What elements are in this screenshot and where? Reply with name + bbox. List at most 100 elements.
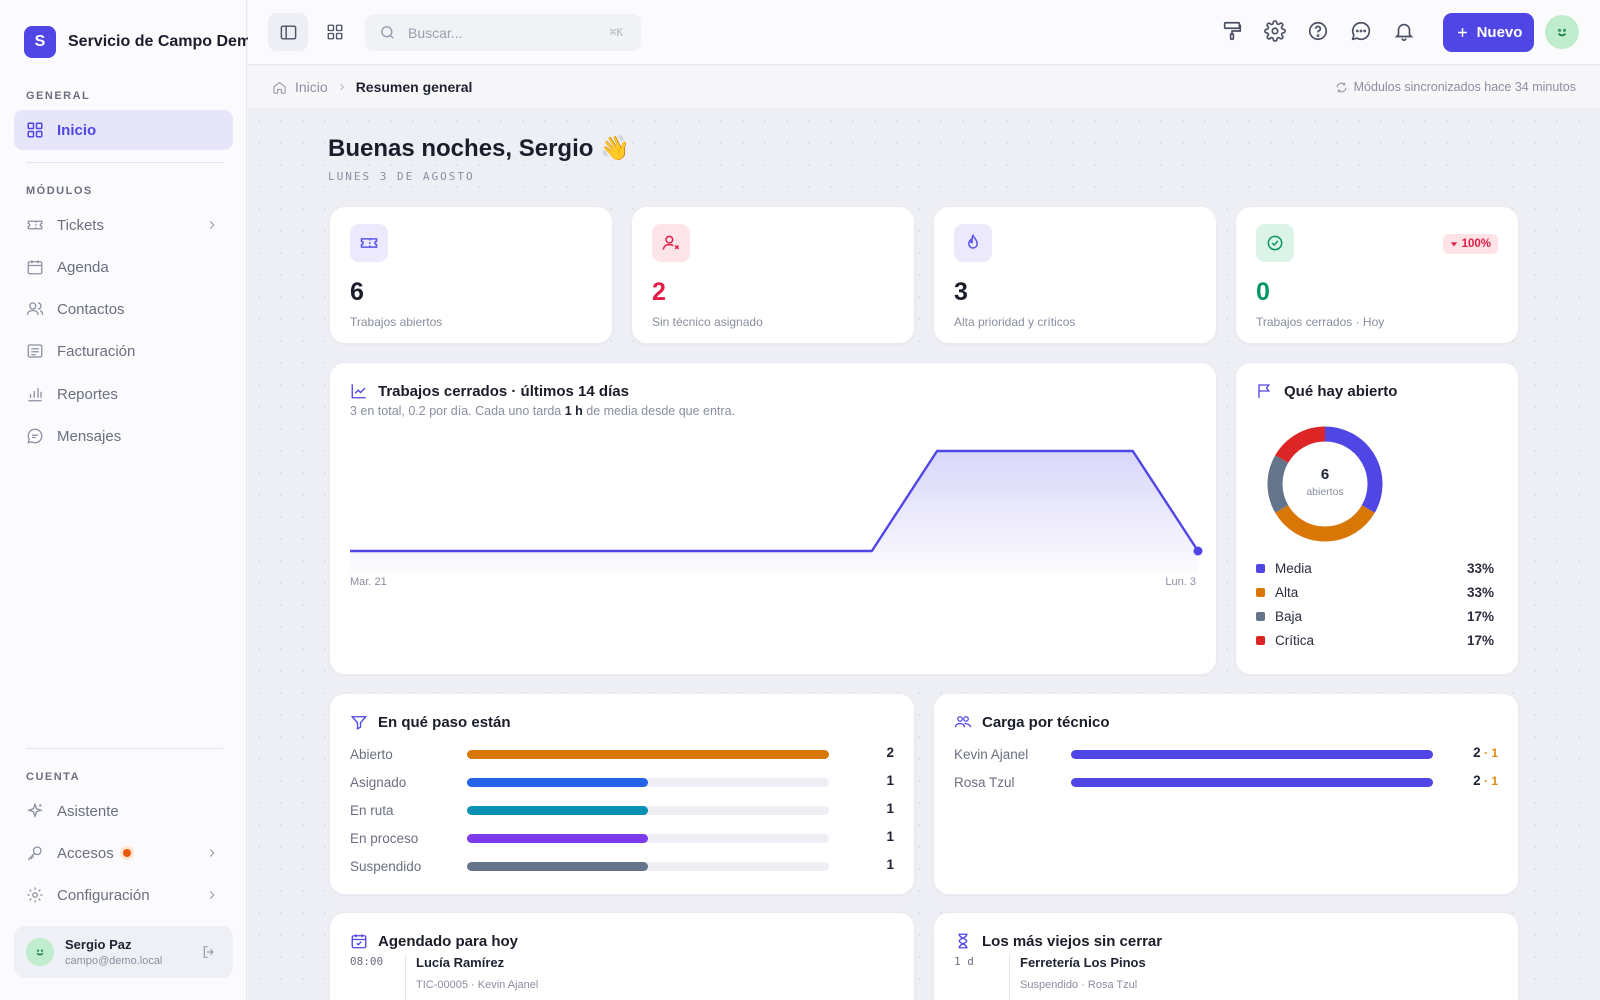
sidebar-item-accesos[interactable]: Accesos [14, 833, 233, 873]
user-name: Sergio Paz [65, 937, 132, 952]
paint-roller-icon[interactable] [1221, 20, 1243, 42]
sidebar-item-reportes[interactable]: Reportes [14, 374, 233, 414]
divider [26, 748, 223, 749]
donut-slice[interactable] [1324, 426, 1383, 513]
user-card[interactable]: Sergio Paz campo@demo.local [14, 926, 233, 978]
area-fill [350, 451, 1198, 573]
apps-button[interactable] [315, 13, 355, 51]
search-shortcut: ⌘K [609, 26, 623, 39]
schedule-subtitle: TIC-00005 · Kevin Ajanel [416, 979, 539, 991]
card-title-text: Agendado para hoy [378, 932, 519, 950]
search-box[interactable]: ⌘K [365, 14, 641, 51]
bar-label: Rosa Tzul [954, 774, 1015, 790]
stat-icon-bg [954, 224, 992, 262]
oldest-title[interactable]: Ferretería Los Pinos [1020, 955, 1146, 970]
donut-chart [1267, 426, 1383, 542]
sparkle-icon [26, 802, 44, 819]
card-title-text: Trabajos cerrados · últimos 14 días [378, 382, 629, 400]
stat-value: 0 [1256, 278, 1270, 306]
stat-label: Alta prioridad y críticos [954, 315, 1076, 329]
donut-slice[interactable] [1275, 504, 1375, 542]
legend-label: Crítica [1275, 633, 1315, 648]
breadcrumb-home[interactable]: Inicio [295, 79, 328, 95]
sidebar-item-facturacion[interactable]: Facturación [14, 331, 233, 371]
card-title: En qué paso están [350, 713, 511, 731]
data-point [1193, 546, 1203, 556]
sidebar-item-tickets[interactable]: Tickets [14, 205, 233, 245]
stat-card-priority[interactable]: 3 Alta prioridad y críticos [933, 206, 1217, 344]
brand-name: Servicio de Campo Demo [68, 33, 261, 50]
sync-status: Módulos sincronizados hace 34 minutos [1335, 80, 1576, 94]
bell-icon[interactable] [1393, 20, 1415, 42]
calendar-icon [27, 260, 43, 275]
logout-icon[interactable] [201, 944, 217, 960]
bar-label: Abierto [350, 746, 393, 762]
plus-icon [1457, 28, 1467, 37]
bar-track [1071, 750, 1433, 759]
sidebar-item-contactos[interactable]: Contactos [14, 289, 233, 329]
user-email: campo@demo.local [65, 955, 163, 967]
sidebar-item-agenda[interactable]: Agenda [14, 247, 233, 287]
sync-status-text: Módulos sincronizados hace 34 minutos [1353, 80, 1576, 94]
stat-icon-bg [1256, 224, 1294, 262]
sidebar-item-inicio[interactable]: Inicio [14, 110, 233, 150]
chat-icon[interactable] [1350, 20, 1372, 42]
legend-percent: 17% [1466, 633, 1494, 648]
filter-icon [350, 716, 368, 730]
stat-card-unassigned[interactable]: 2 Sin técnico asignado [631, 206, 915, 344]
bar-fill [1071, 750, 1433, 759]
legend-percent: 33% [1466, 561, 1494, 576]
schedule-title[interactable]: Lucía Ramírez [416, 955, 505, 970]
notification-dot [122, 849, 131, 857]
search-input[interactable] [408, 24, 588, 41]
stat-card-open[interactable]: 6 Trabajos abiertos [329, 206, 613, 344]
trend-badge: 100% [1442, 234, 1498, 254]
sidebar-item-configuracion[interactable]: Configuración [14, 875, 233, 915]
card-title: Los más viejos sin cerrar [954, 932, 1162, 950]
trend-up-icon [351, 384, 366, 399]
sidebar-item-asistente[interactable]: Asistente [14, 791, 233, 831]
gear-icon[interactable] [1264, 20, 1286, 42]
avatar[interactable] [1545, 15, 1579, 49]
x-axis-end-label: Lun. 3 [1165, 576, 1196, 588]
flag-icon [1258, 384, 1271, 398]
bar-fill [467, 862, 648, 871]
divider [26, 162, 223, 163]
card-title-text: Carga por técnico [982, 713, 1110, 731]
sidebar-item-mensajes[interactable]: Mensajes [14, 416, 233, 456]
section-label-modules: MÓDULOS [26, 185, 93, 197]
bar-fill [467, 778, 648, 787]
donut-slice[interactable] [1275, 426, 1326, 464]
date-label: LUNES 3 DE AGOSTO [328, 170, 475, 183]
stat-card-closed[interactable]: 100% 0 Trabajos cerrados · Hoy [1235, 206, 1519, 344]
brand[interactable]: S Servicio de Campo Demo [24, 26, 261, 58]
donut-slice[interactable] [1267, 455, 1289, 513]
timeline-line [1009, 955, 1010, 1000]
help-icon[interactable] [1307, 20, 1329, 42]
legend-swatch [1256, 636, 1265, 645]
bar-track [467, 750, 829, 759]
breadcrumb-bar: Inicio Resumen general Módulos sincroniz… [248, 66, 1600, 109]
bar-value: 1 [886, 801, 894, 816]
donut-center-value: 6 [1320, 466, 1330, 483]
calendar-check-icon [351, 934, 367, 949]
breadcrumb-current: Resumen general [355, 79, 473, 95]
series-line [350, 449, 1200, 553]
stat-icon-bg [652, 224, 690, 262]
schedule-card: Agendado para hoy 08:00 Lucía Ramírez TI… [329, 912, 915, 1000]
stat-value: 3 [954, 278, 968, 306]
toggle-sidebar-button[interactable] [268, 13, 308, 51]
smile-icon [1557, 28, 1567, 37]
bar-value: 2 [886, 745, 894, 760]
sidebar-item-label: Agenda [57, 258, 109, 276]
schedule-time: 08:00 [350, 955, 384, 968]
gear-icon [27, 887, 43, 903]
new-button[interactable]: Nuevo [1443, 13, 1534, 52]
sidebar-item-label: Accesos [57, 844, 114, 862]
legend-row: Media 33% [1256, 561, 1494, 576]
sidebar-item-label: Reportes [57, 385, 118, 403]
status-card: En qué paso están Abierto 2 Asignado 1 En ru… [329, 693, 915, 895]
stat-value: 2 [652, 278, 666, 306]
ticket-icon [27, 220, 43, 230]
chevron-right-icon [209, 849, 215, 857]
